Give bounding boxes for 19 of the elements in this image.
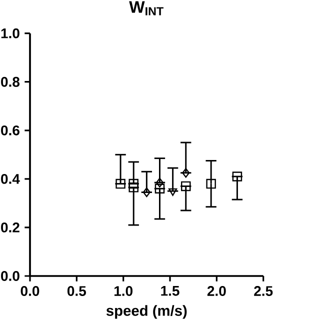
- y-tick-label: 0.6: [1, 125, 20, 136]
- y-tick-label: 0.4: [1, 174, 20, 184]
- point: [232, 172, 242, 182]
- x-tick-label: 0.5: [67, 286, 86, 296]
- y-tick-label: 1.0: [1, 28, 20, 38]
- x-axis-title: speed (m/s): [106, 305, 187, 319]
- point: [142, 187, 150, 198]
- x-tick-label: 0.0: [20, 286, 40, 296]
- point: [206, 178, 216, 189]
- chart-title: W$_{INT}$: [129, 1, 164, 16]
- x-tick-label: 2.0: [207, 286, 226, 296]
- x-tick-label: 1.0: [114, 286, 132, 296]
- x-tick-label: 2.5: [254, 286, 273, 296]
- point: [181, 181, 191, 192]
- y-tick-label: 0.0: [1, 271, 20, 281]
- y-tick-label: 0.2: [1, 222, 20, 232]
- x-tick-label: 1.5: [161, 286, 180, 296]
- y-tick-label: 0.8: [1, 76, 20, 87]
- point: [182, 168, 190, 178]
